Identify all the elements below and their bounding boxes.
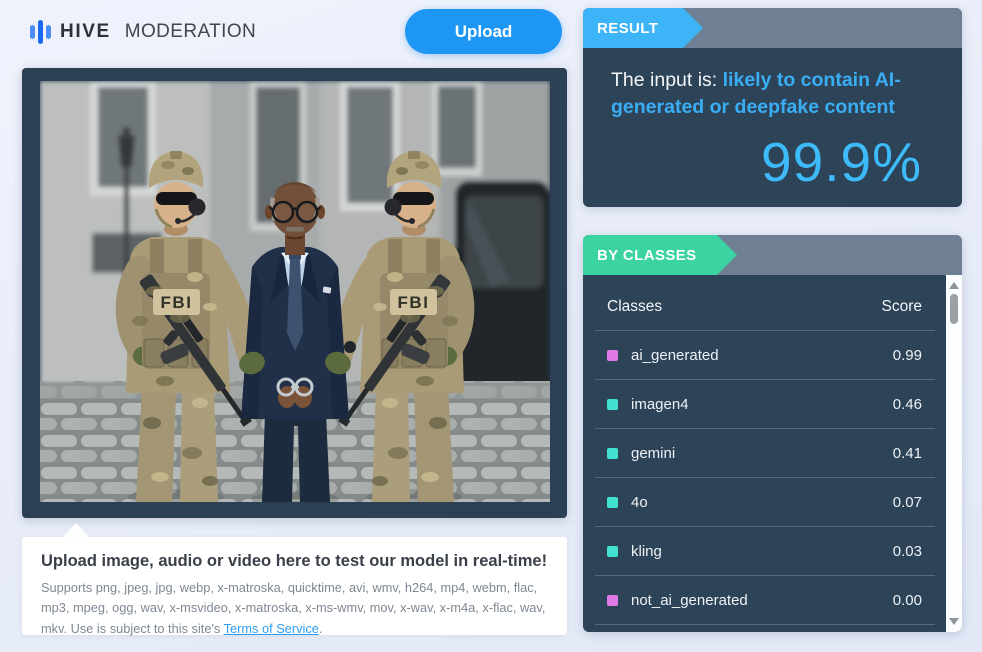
photo-illustration: FBI FBI — [40, 81, 550, 502]
confidence-score: 99.9% — [761, 131, 922, 193]
class-label: not_ai_generated — [631, 591, 748, 609]
street-lamp — [118, 127, 135, 326]
class-label: imagen4 — [631, 395, 689, 413]
svg-text:FBI: FBI — [161, 293, 193, 312]
uploaded-image-frame: FBI FBI — [22, 68, 567, 518]
black-suv — [446, 181, 550, 426]
supported-formats-text: Supports png, jpeg, jpg, webp, x-matrosk… — [41, 580, 546, 636]
glove-grip-left — [239, 351, 265, 375]
class-row: not_ai_generated 0.00 — [595, 576, 935, 625]
class-color-square — [607, 349, 618, 361]
result-panel: RESULT The input is: likely to contain A… — [583, 8, 962, 207]
column-score: Score — [881, 297, 923, 315]
class-color-square — [607, 447, 618, 459]
class-row: ai_generated 0.99 — [595, 331, 935, 380]
result-verdict: likely to contain AI-generated or deepfa… — [611, 69, 901, 118]
scrollbar-track[interactable] — [946, 275, 962, 632]
class-row: kling 0.03 — [595, 527, 935, 576]
result-panel-header: RESULT — [583, 8, 962, 48]
info-card-period: . — [318, 620, 323, 636]
class-label: 4o — [631, 493, 648, 511]
handcuffs — [276, 377, 314, 397]
scroll-up-icon[interactable] — [949, 282, 959, 289]
classes-tab: BY CLASSES — [583, 235, 737, 275]
info-card-body: Supports png, jpeg, jpg, webp, x-matrosk… — [41, 578, 548, 639]
info-card: Upload image, audio or video here to tes… — [22, 537, 567, 636]
terms-of-service-link[interactable]: Terms of Service — [223, 620, 319, 636]
upload-button[interactable]: Upload — [405, 9, 562, 54]
info-card-title: Upload image, audio or video here to tes… — [41, 552, 548, 570]
glove-grip-right — [325, 351, 351, 375]
result-tab: RESULT — [583, 8, 703, 48]
class-color-square — [607, 496, 618, 508]
class-score: 0.46 — [892, 395, 922, 413]
class-color-square — [607, 545, 618, 557]
classes-panel-header: BY CLASSES — [583, 235, 962, 275]
classes-table-header: Classes Score — [595, 275, 935, 331]
suspect-figure — [241, 182, 349, 502]
brand-name-regular: MODERATION — [124, 21, 257, 42]
class-score: 0.41 — [892, 444, 922, 462]
class-score: 0.03 — [892, 542, 922, 560]
class-row: imagen4 0.46 — [595, 380, 935, 429]
class-row: 4o 0.07 — [595, 478, 935, 527]
class-label: ai_generated — [631, 346, 719, 364]
class-label: gemini — [631, 444, 676, 462]
column-classes: Classes — [607, 297, 663, 315]
fbi-patch-left: FBI — [153, 289, 200, 315]
wrist-watch — [344, 341, 356, 353]
info-card-pointer — [63, 523, 89, 537]
classes-table: Classes Score ai_generated 0.99 imagen4 … — [595, 275, 935, 625]
eyeglasses — [268, 200, 322, 224]
classes-table-body: ai_generated 0.99 imagen4 0.46 gemini 0.… — [595, 331, 935, 625]
class-score: 0.07 — [892, 493, 922, 511]
brand-name-bold: HIVE — [60, 21, 111, 42]
classes-panel: BY CLASSES Classes Score ai_generated 0.… — [583, 235, 962, 632]
fbi-patch-right: FBI — [390, 289, 437, 315]
class-label: kling — [631, 542, 662, 560]
result-prefix: The input is: — [611, 69, 723, 91]
class-color-square — [607, 398, 618, 410]
hive-bars-icon — [30, 19, 51, 45]
class-color-square — [607, 594, 618, 606]
scroll-down-icon[interactable] — [949, 618, 959, 625]
brand-logo[interactable]: HIVE MODERATION — [30, 19, 256, 45]
result-verdict-line: The input is: likely to contain AI-gener… — [611, 67, 933, 121]
class-score: 0.99 — [892, 346, 922, 364]
class-score: 0.00 — [892, 591, 922, 609]
class-row: gemini 0.41 — [595, 429, 935, 478]
svg-text:FBI: FBI — [398, 293, 430, 312]
scrollbar-thumb[interactable] — [950, 294, 958, 324]
